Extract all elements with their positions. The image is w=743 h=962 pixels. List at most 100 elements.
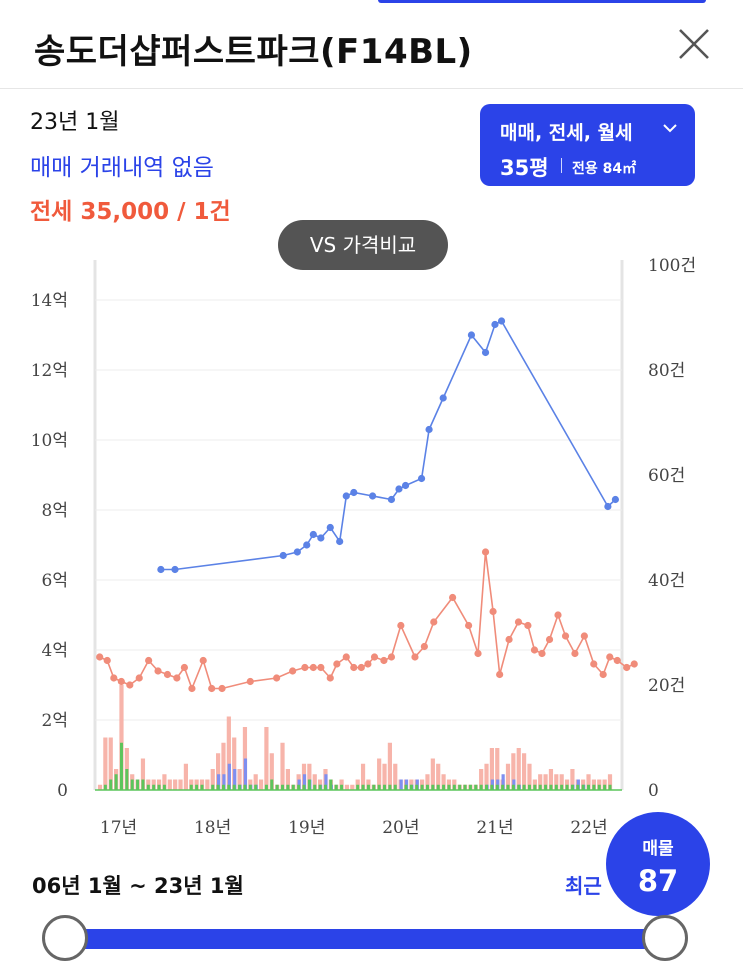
volume-bar-jeonse bbox=[269, 753, 274, 790]
period-label: 06년 1월 ~ 23년 1월 bbox=[32, 874, 244, 898]
volume-bar-monthly bbox=[114, 774, 118, 790]
summary-date: 23년 1월 bbox=[30, 110, 120, 135]
close-icon bbox=[679, 29, 709, 59]
sale-point bbox=[395, 485, 403, 493]
jeonse-point bbox=[397, 621, 405, 630]
top-accent-bar bbox=[378, 0, 706, 3]
volume-bar-jeonse bbox=[264, 727, 269, 790]
volume-bar-monthly bbox=[307, 779, 311, 790]
header: 송도더샵퍼스트파크(F14BL) bbox=[0, 0, 743, 89]
volume-bar-monthly bbox=[125, 769, 129, 790]
volume-bar-jeonse bbox=[183, 763, 188, 790]
volume-bar-jeonse bbox=[393, 763, 398, 790]
volume-bar-jeonse bbox=[570, 769, 575, 790]
volume-bar-monthly bbox=[474, 784, 478, 790]
recent-button[interactable]: 최근 bbox=[565, 874, 602, 898]
volume-bar-jeonse bbox=[436, 763, 441, 790]
volume-bar-monthly bbox=[404, 784, 408, 790]
y-right-tick-label: 0 bbox=[648, 781, 659, 801]
sale-point bbox=[171, 565, 179, 574]
volume-bar-sale bbox=[227, 763, 231, 790]
jeonse-point bbox=[623, 663, 631, 672]
volume-bar-monthly bbox=[103, 784, 107, 790]
volume-bar-monthly bbox=[189, 784, 193, 790]
sale-point bbox=[439, 394, 447, 402]
volume-bar-monthly bbox=[270, 779, 274, 790]
jeonse-point bbox=[364, 660, 372, 668]
volume-bar-monthly bbox=[463, 784, 467, 790]
volume-bar-monthly bbox=[458, 784, 462, 790]
volume-bar-jeonse bbox=[382, 763, 387, 790]
volume-bar-monthly bbox=[409, 784, 413, 790]
jeonse-point bbox=[496, 670, 504, 679]
volume-bar-jeonse bbox=[221, 742, 226, 790]
volume-bar-monthly bbox=[109, 779, 113, 790]
volume-bar-sale bbox=[302, 774, 307, 790]
jeonse-point bbox=[571, 649, 579, 658]
volume-bar-monthly bbox=[136, 779, 140, 790]
sale-point bbox=[350, 488, 358, 497]
volume-bar-monthly bbox=[533, 784, 537, 790]
jeonse-point bbox=[188, 684, 196, 693]
jeonse-point bbox=[309, 663, 317, 672]
jeonse-point bbox=[154, 667, 162, 675]
volume-bar-monthly bbox=[264, 784, 268, 790]
jeonse-point bbox=[387, 653, 396, 661]
x-tick-label: 21년 bbox=[476, 818, 513, 838]
volume-bar-jeonse bbox=[119, 685, 124, 790]
volume-bar-monthly bbox=[141, 779, 145, 790]
sale-point bbox=[336, 537, 344, 546]
volume-bar-jeonse bbox=[108, 737, 113, 790]
volume-bar-jeonse bbox=[522, 753, 527, 790]
jeonse-point bbox=[370, 653, 379, 661]
volume-bar-sale bbox=[222, 774, 226, 790]
volume-bar-monthly bbox=[592, 784, 596, 790]
volume-bar-monthly bbox=[517, 784, 521, 790]
volume-bar-monthly bbox=[313, 784, 317, 790]
jeonse-point bbox=[199, 656, 207, 665]
period-slider-track[interactable] bbox=[64, 929, 664, 949]
volume-bar-jeonse bbox=[479, 769, 484, 790]
slider-end-handle[interactable] bbox=[642, 915, 688, 961]
volume-bar-monthly bbox=[323, 784, 327, 790]
jeonse-point bbox=[273, 674, 281, 682]
volume-bar-monthly bbox=[195, 784, 199, 790]
price-compare-button[interactable]: VS 가격비교 bbox=[278, 220, 448, 270]
sale-point bbox=[401, 481, 410, 490]
y-left-tick-label: 14억 bbox=[31, 291, 68, 311]
x-tick-label: 22년 bbox=[570, 818, 607, 838]
jeonse-point bbox=[630, 660, 638, 668]
listing-label: 매물 bbox=[642, 839, 674, 859]
listing-count: 87 bbox=[637, 864, 679, 898]
volume-bar-jeonse bbox=[489, 748, 494, 790]
volume-bar-monthly bbox=[511, 784, 515, 790]
sale-point bbox=[279, 551, 287, 560]
volume-bar-monthly bbox=[538, 784, 542, 790]
volume-bar-monthly bbox=[383, 784, 387, 790]
volume-bar-monthly bbox=[281, 784, 285, 790]
volume-bar-monthly bbox=[146, 784, 150, 790]
volume-bar-monthly bbox=[243, 784, 247, 790]
volume-bar-monthly bbox=[565, 784, 569, 790]
volume-bar-monthly bbox=[544, 784, 548, 790]
volume-bar-monthly bbox=[597, 784, 601, 790]
jeonse-point bbox=[317, 663, 325, 672]
jeonse-point bbox=[326, 674, 334, 682]
jeonse-point bbox=[505, 635, 513, 644]
volume-bar-jeonse bbox=[253, 774, 258, 790]
jeonse-point bbox=[218, 684, 226, 693]
sale-point bbox=[611, 495, 620, 504]
y-left-tick-label: 8억 bbox=[42, 501, 68, 521]
jeonse-point bbox=[103, 656, 111, 665]
listing-count-button[interactable]: 매물 87 bbox=[606, 812, 710, 916]
jeonse-point bbox=[465, 621, 473, 630]
close-button[interactable] bbox=[674, 24, 714, 64]
slider-start-handle[interactable] bbox=[42, 915, 88, 961]
jeonse-point bbox=[538, 649, 546, 658]
volume-bar-monthly bbox=[608, 784, 612, 790]
volume-bar-sale bbox=[233, 769, 237, 790]
jeonse-point bbox=[613, 656, 621, 665]
type-size-filter-button[interactable]: 매매, 전세, 월세 35평 전용 84㎡ bbox=[480, 104, 695, 186]
jeonse-point bbox=[449, 593, 457, 602]
jeonse-point bbox=[514, 618, 523, 626]
